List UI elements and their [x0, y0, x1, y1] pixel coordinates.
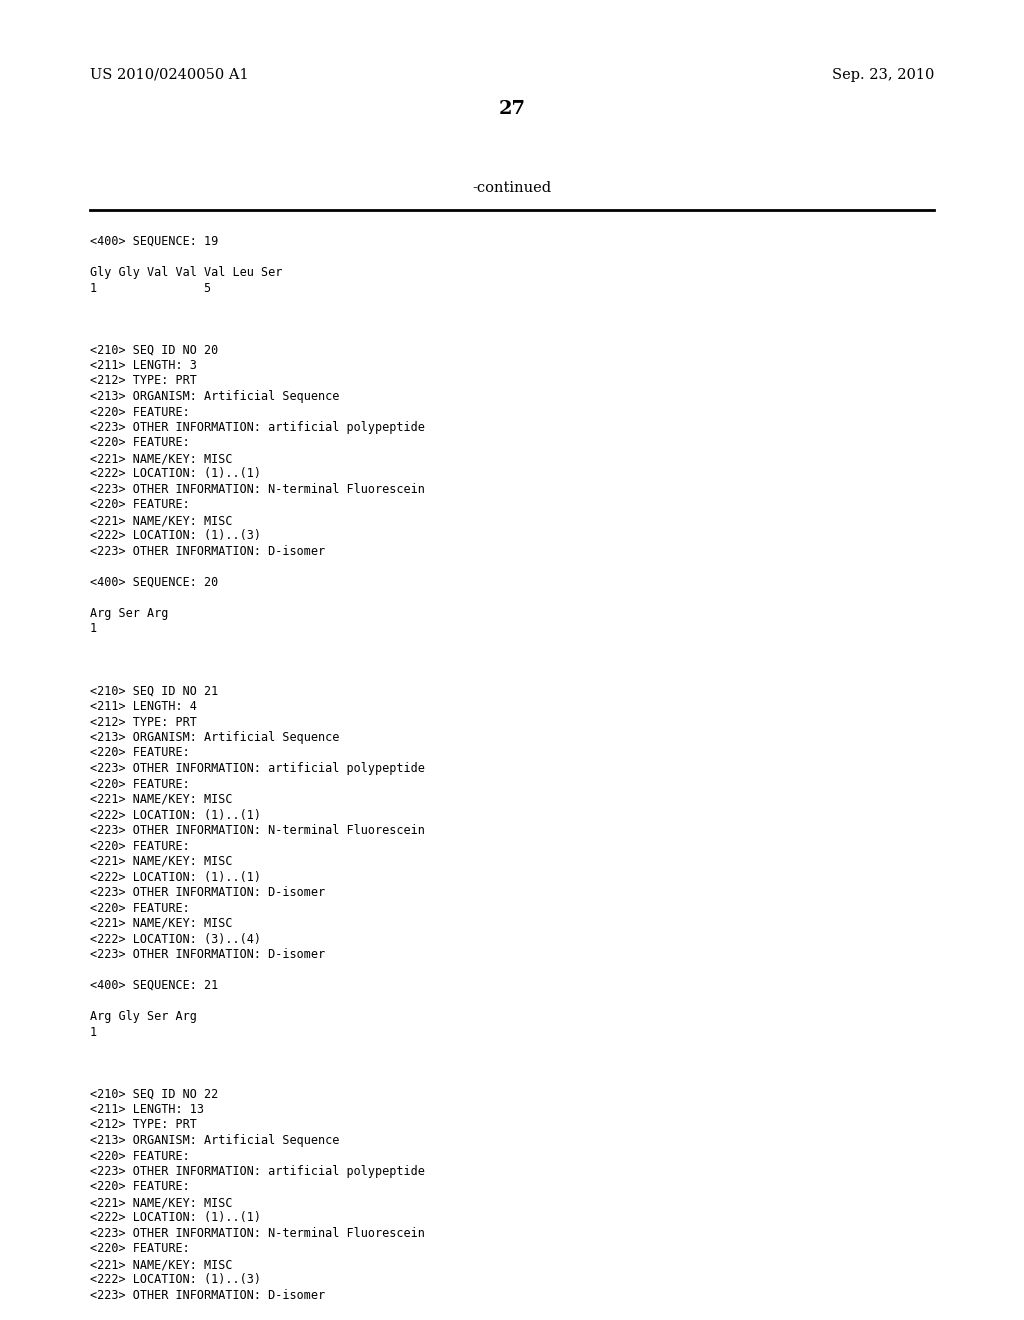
- Text: <222> LOCATION: (1)..(1): <222> LOCATION: (1)..(1): [90, 467, 261, 480]
- Text: 1               5: 1 5: [90, 281, 211, 294]
- Text: <211> LENGTH: 4: <211> LENGTH: 4: [90, 700, 197, 713]
- Text: -continued: -continued: [472, 181, 552, 195]
- Text: <223> OTHER INFORMATION: N-terminal Fluorescein: <223> OTHER INFORMATION: N-terminal Fluo…: [90, 1228, 425, 1239]
- Text: <220> FEATURE:: <220> FEATURE:: [90, 777, 189, 791]
- Text: <211> LENGTH: 13: <211> LENGTH: 13: [90, 1104, 204, 1115]
- Text: <220> FEATURE:: <220> FEATURE:: [90, 1150, 189, 1163]
- Text: <223> OTHER INFORMATION: D-isomer: <223> OTHER INFORMATION: D-isomer: [90, 545, 326, 558]
- Text: Gly Gly Val Val Val Leu Ser: Gly Gly Val Val Val Leu Ser: [90, 267, 283, 279]
- Text: <400> SEQUENCE: 20: <400> SEQUENCE: 20: [90, 576, 218, 589]
- Text: <221> NAME/KEY: MISC: <221> NAME/KEY: MISC: [90, 1258, 232, 1271]
- Text: <210> SEQ ID NO 22: <210> SEQ ID NO 22: [90, 1088, 218, 1101]
- Text: <222> LOCATION: (3)..(4): <222> LOCATION: (3)..(4): [90, 932, 261, 945]
- Text: <221> NAME/KEY: MISC: <221> NAME/KEY: MISC: [90, 1196, 232, 1209]
- Text: <213> ORGANISM: Artificial Sequence: <213> ORGANISM: Artificial Sequence: [90, 1134, 339, 1147]
- Text: Sep. 23, 2010: Sep. 23, 2010: [831, 69, 934, 82]
- Text: Arg Ser Arg: Arg Ser Arg: [90, 607, 168, 620]
- Text: <400> SEQUENCE: 19: <400> SEQUENCE: 19: [90, 235, 218, 248]
- Text: <210> SEQ ID NO 21: <210> SEQ ID NO 21: [90, 685, 218, 697]
- Text: <222> LOCATION: (1)..(1): <222> LOCATION: (1)..(1): [90, 808, 261, 821]
- Text: <223> OTHER INFORMATION: D-isomer: <223> OTHER INFORMATION: D-isomer: [90, 886, 326, 899]
- Text: <220> FEATURE:: <220> FEATURE:: [90, 499, 189, 511]
- Text: <400> SEQUENCE: 21: <400> SEQUENCE: 21: [90, 979, 218, 993]
- Text: <221> NAME/KEY: MISC: <221> NAME/KEY: MISC: [90, 793, 232, 807]
- Text: <221> NAME/KEY: MISC: <221> NAME/KEY: MISC: [90, 917, 232, 931]
- Text: <223> OTHER INFORMATION: N-terminal Fluorescein: <223> OTHER INFORMATION: N-terminal Fluo…: [90, 483, 425, 496]
- Text: <213> ORGANISM: Artificial Sequence: <213> ORGANISM: Artificial Sequence: [90, 731, 339, 744]
- Text: <220> FEATURE:: <220> FEATURE:: [90, 1180, 189, 1193]
- Text: US 2010/0240050 A1: US 2010/0240050 A1: [90, 69, 249, 82]
- Text: <212> TYPE: PRT: <212> TYPE: PRT: [90, 1118, 197, 1131]
- Text: <211> LENGTH: 3: <211> LENGTH: 3: [90, 359, 197, 372]
- Text: <210> SEQ ID NO 20: <210> SEQ ID NO 20: [90, 343, 218, 356]
- Text: <220> FEATURE:: <220> FEATURE:: [90, 405, 189, 418]
- Text: <220> FEATURE:: <220> FEATURE:: [90, 437, 189, 450]
- Text: <223> OTHER INFORMATION: N-terminal Fluorescein: <223> OTHER INFORMATION: N-terminal Fluo…: [90, 824, 425, 837]
- Text: <223> OTHER INFORMATION: artificial polypeptide: <223> OTHER INFORMATION: artificial poly…: [90, 762, 425, 775]
- Text: Arg Gly Ser Arg: Arg Gly Ser Arg: [90, 1010, 197, 1023]
- Text: <212> TYPE: PRT: <212> TYPE: PRT: [90, 715, 197, 729]
- Text: <220> FEATURE:: <220> FEATURE:: [90, 902, 189, 915]
- Text: <212> TYPE: PRT: <212> TYPE: PRT: [90, 375, 197, 388]
- Text: <223> OTHER INFORMATION: D-isomer: <223> OTHER INFORMATION: D-isomer: [90, 1290, 326, 1302]
- Text: <221> NAME/KEY: MISC: <221> NAME/KEY: MISC: [90, 451, 232, 465]
- Text: <222> LOCATION: (1)..(3): <222> LOCATION: (1)..(3): [90, 1274, 261, 1287]
- Text: <220> FEATURE:: <220> FEATURE:: [90, 840, 189, 853]
- Text: <220> FEATURE:: <220> FEATURE:: [90, 1242, 189, 1255]
- Text: <213> ORGANISM: Artificial Sequence: <213> ORGANISM: Artificial Sequence: [90, 389, 339, 403]
- Text: <220> FEATURE:: <220> FEATURE:: [90, 747, 189, 759]
- Text: <222> LOCATION: (1)..(3): <222> LOCATION: (1)..(3): [90, 529, 261, 543]
- Text: <221> NAME/KEY: MISC: <221> NAME/KEY: MISC: [90, 855, 232, 869]
- Text: <222> LOCATION: (1)..(1): <222> LOCATION: (1)..(1): [90, 1212, 261, 1225]
- Text: 27: 27: [499, 100, 525, 117]
- Text: <223> OTHER INFORMATION: D-isomer: <223> OTHER INFORMATION: D-isomer: [90, 948, 326, 961]
- Text: <222> LOCATION: (1)..(1): <222> LOCATION: (1)..(1): [90, 870, 261, 883]
- Text: 1: 1: [90, 623, 97, 635]
- Text: <223> OTHER INFORMATION: artificial polypeptide: <223> OTHER INFORMATION: artificial poly…: [90, 421, 425, 434]
- Text: 1: 1: [90, 1026, 97, 1039]
- Text: <223> OTHER INFORMATION: artificial polypeptide: <223> OTHER INFORMATION: artificial poly…: [90, 1166, 425, 1177]
- Text: <221> NAME/KEY: MISC: <221> NAME/KEY: MISC: [90, 513, 232, 527]
